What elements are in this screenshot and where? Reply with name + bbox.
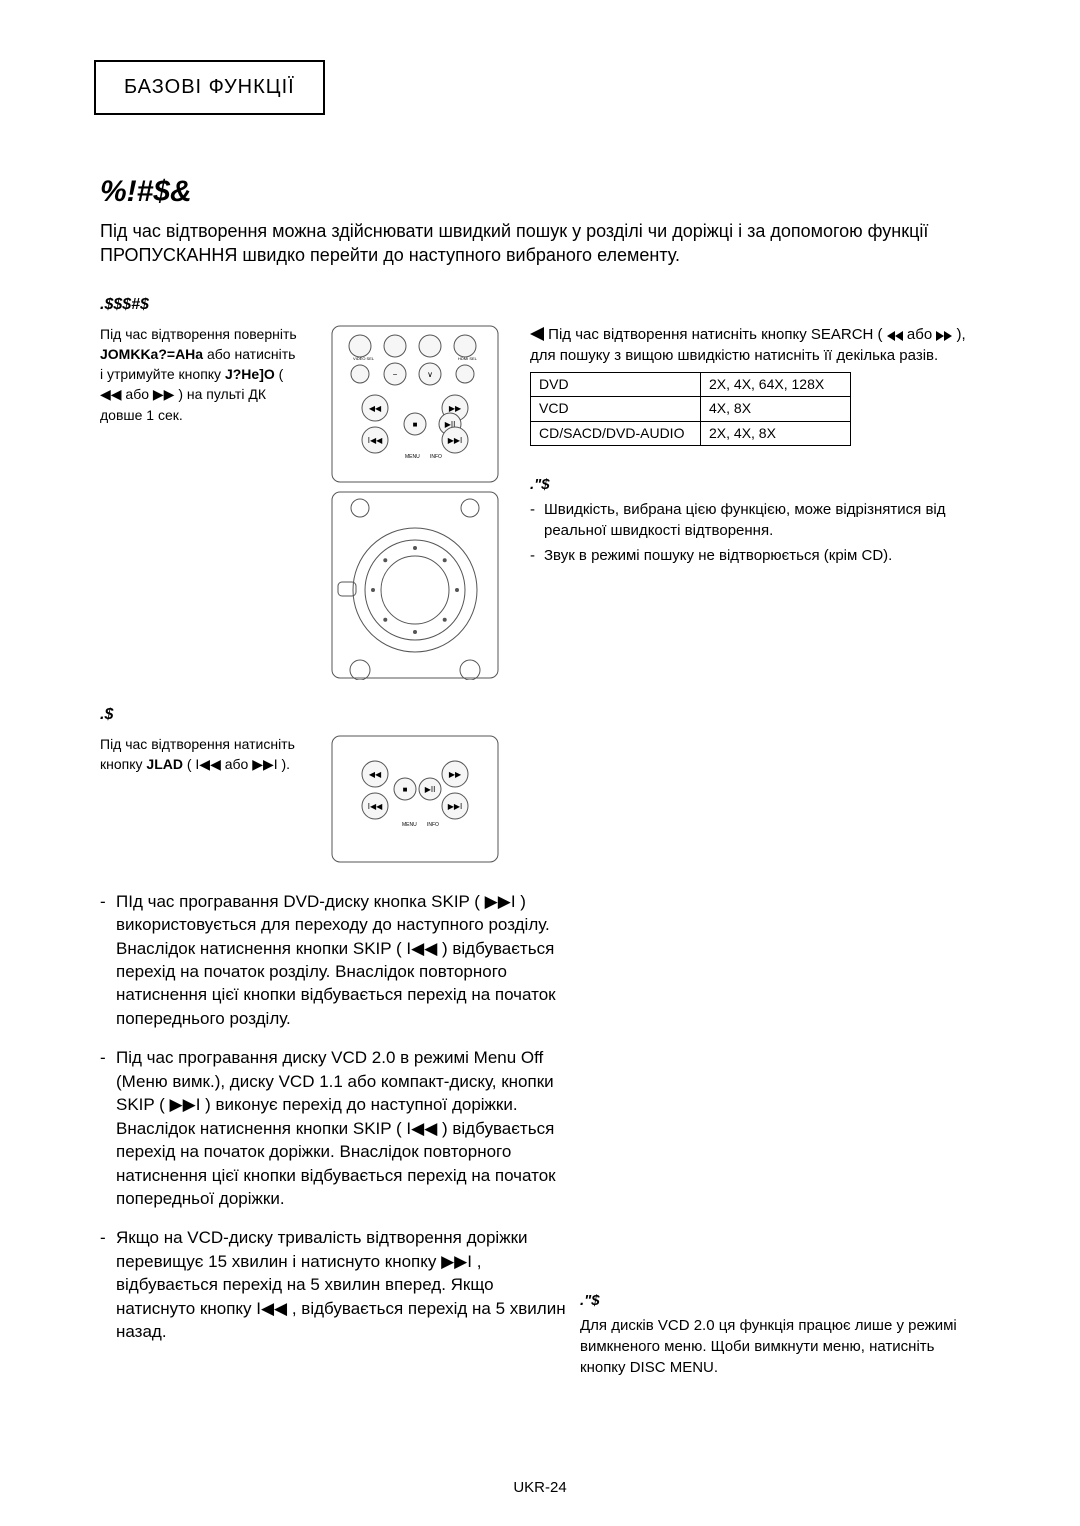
- t-bold: JOMKKa?=AHa: [100, 346, 203, 362]
- svg-text:VIDEO SEL: VIDEO SEL: [353, 356, 375, 361]
- search-notes: Швидкість, вибрана цією функцією, може в…: [530, 499, 980, 566]
- table-cell: VCD: [531, 397, 701, 422]
- remote-skip-svg: ◀◀ ▶▶ ■ ▶II I◀◀ ▶▶I MENU INFO: [330, 734, 500, 864]
- svg-text:▶▶: ▶▶: [449, 770, 462, 779]
- svg-text:MENU: MENU: [402, 822, 417, 828]
- page-footer: UKR-24: [0, 1479, 1080, 1496]
- skip-heading: .$: [100, 706, 980, 724]
- skip-row: Під час відтворення натисніть кнопку JLA…: [100, 734, 980, 864]
- table-cell: 2X, 4X, 8X: [701, 421, 851, 446]
- search-heading: .$$$#$: [100, 296, 980, 314]
- svg-text:◀◀: ◀◀: [369, 404, 382, 413]
- svg-text:MENU: MENU: [405, 454, 420, 460]
- search-right: Під час відтворення натисніть кнопку SEA…: [530, 324, 980, 680]
- svg-text:■: ■: [413, 420, 418, 429]
- skip-item: Під час програвання диску VCD 2.0 в режи…: [100, 1046, 570, 1210]
- svg-text:I◀◀: I◀◀: [368, 436, 383, 445]
- bottom-note-head: ."$: [580, 1290, 980, 1311]
- page-title: %!#$&: [100, 175, 980, 209]
- svg-text:−: −: [393, 370, 398, 379]
- t: або: [907, 326, 936, 343]
- note-item: Звук в режимі пошуку не відтворюється (к…: [530, 545, 980, 566]
- svg-text:▶▶I: ▶▶I: [448, 436, 463, 445]
- remote-top-svg: −∨◀◀▶▶■▶III◀◀▶▶IVIDEO SELHDMI SELMENUINF…: [330, 324, 500, 484]
- svg-text:INFO: INFO: [430, 454, 442, 460]
- skip-item: Якщо на VCD-диску тривалість відтворення…: [100, 1226, 570, 1343]
- table-cell: DVD: [531, 372, 701, 397]
- search-right-lead: Під час відтворення натисніть кнопку SEA…: [530, 324, 980, 366]
- table-cell: 2X, 4X, 64X, 128X: [701, 372, 851, 397]
- note-item: Швидкість, вибрана цією функцією, може в…: [530, 499, 980, 541]
- intro-text: Під час відтворення можна здійснювати шв…: [100, 219, 980, 268]
- bottom-note: ."$ Для дисків VCD 2.0 ця функція працює…: [580, 1290, 980, 1378]
- skip-items: ПІд час програвання DVD-диску кнопка SKI…: [100, 890, 570, 1344]
- section-label: БАЗОВІ ФУНКЦІЇ: [124, 76, 295, 98]
- svg-text:I◀◀: I◀◀: [368, 802, 383, 811]
- rewind-icon: [887, 331, 903, 341]
- t: Під час відтворення поверніть: [100, 326, 297, 342]
- svg-text:■: ■: [403, 785, 408, 794]
- svg-text:◀◀: ◀◀: [369, 770, 382, 779]
- table-cell: CD/SACD/DVD-AUDIO: [531, 421, 701, 446]
- rewind-arrow-icon: [530, 327, 544, 341]
- search-left-text: Під час відтворення поверніть JOMKKa?=AH…: [100, 324, 300, 680]
- section-header-box: БАЗОВІ ФУНКЦІЇ: [94, 60, 325, 115]
- svg-text:HDMI SEL: HDMI SEL: [458, 356, 478, 361]
- svg-text:▶II: ▶II: [425, 785, 436, 794]
- svg-text:▶▶: ▶▶: [449, 404, 462, 413]
- speed-table: DVD2X, 4X, 64X, 128XVCD4X, 8XCD/SACD/DVD…: [530, 372, 851, 447]
- t: ( I◀◀ або ▶▶I ).: [187, 756, 290, 772]
- search-note-head: ."$: [530, 474, 980, 495]
- remote-images: −∨◀◀▶▶■▶III◀◀▶▶IVIDEO SELHDMI SELMENUINF…: [330, 324, 500, 680]
- search-row: Під час відтворення поверніть JOMKKa?=AH…: [100, 324, 980, 680]
- svg-text:∨: ∨: [427, 370, 433, 379]
- table-cell: 4X, 8X: [701, 397, 851, 422]
- t-bold: JLAD: [146, 756, 183, 772]
- skip-remote-image: ◀◀ ▶▶ ■ ▶II I◀◀ ▶▶I MENU INFO: [330, 734, 500, 864]
- svg-text:INFO: INFO: [427, 822, 439, 828]
- svg-text:▶▶I: ▶▶I: [448, 802, 463, 811]
- remote-dial-svg: [330, 490, 500, 680]
- forward-icon: [936, 331, 952, 341]
- skip-item: ПІд час програвання DVD-диску кнопка SKI…: [100, 890, 570, 1031]
- t-bold: J?He]O: [225, 366, 275, 382]
- bottom-note-text: Для дисків VCD 2.0 ця функція працює лиш…: [580, 1315, 980, 1378]
- t: Під час відтворення натисніть кнопку SEA…: [548, 326, 887, 343]
- skip-left-text: Під час відтворення натисніть кнопку JLA…: [100, 734, 300, 864]
